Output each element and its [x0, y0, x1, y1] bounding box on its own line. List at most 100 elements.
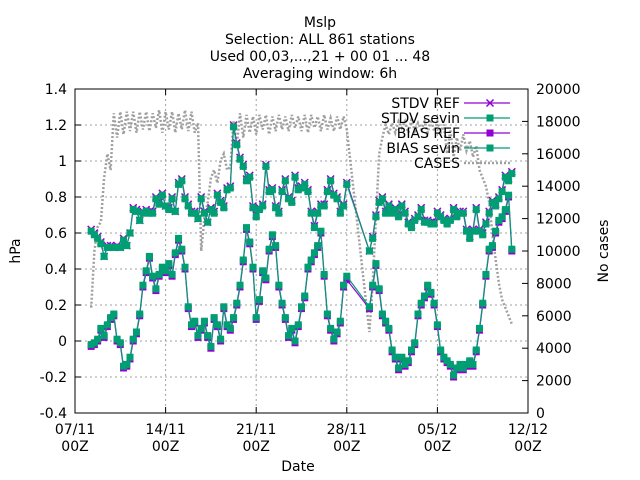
y2-tick-label: 14000 [536, 179, 581, 195]
point-stdv-sevin [171, 207, 179, 215]
point-bias-sevin [382, 317, 390, 325]
point-bias-sevin [113, 335, 121, 343]
point-stdv-sevin [230, 123, 238, 131]
point-stdv-sevin [327, 177, 335, 185]
point-stdv-sevin [275, 209, 283, 217]
point-stdv-sevin [120, 236, 128, 244]
point-bias-sevin [200, 317, 208, 325]
point-stdv-sevin [291, 173, 299, 181]
point-bias-sevin [310, 249, 318, 257]
point-bias-sevin [469, 360, 477, 368]
point-bias-sevin [398, 353, 406, 361]
y2-tick-label: 6000 [536, 309, 572, 325]
point-bias-sevin [323, 310, 331, 318]
point-bias-sevin [149, 272, 157, 280]
point-bias-sevin [281, 314, 289, 322]
point-bias-sevin [246, 238, 254, 246]
point-stdv-sevin [100, 252, 108, 260]
point-stdv-sevin [391, 206, 399, 214]
point-bias-sevin [508, 245, 516, 253]
point-bias-sevin [395, 364, 403, 372]
point-stdv-sevin [453, 213, 461, 221]
point-bias-sevin [378, 310, 386, 318]
point-stdv-sevin [440, 216, 448, 224]
title-line-1: Mslp [304, 15, 336, 31]
point-stdv-sevin [94, 234, 102, 242]
y-tick-label: 1.2 [45, 118, 67, 134]
point-stdv-sevin [466, 234, 474, 242]
point-bias-sevin [90, 339, 98, 347]
point-bias-sevin [259, 267, 267, 275]
point-bias-sevin [446, 360, 454, 368]
point-stdv-sevin [155, 200, 163, 208]
point-bias-sevin [252, 314, 260, 322]
point-bias-sevin [459, 364, 467, 372]
point-bias-sevin [268, 231, 276, 239]
y2-tick-label: 12000 [536, 212, 581, 228]
point-stdv-sevin [220, 204, 228, 212]
point-stdv-sevin [469, 227, 477, 235]
x-tick-label-date: 05/12 [417, 422, 457, 438]
point-stdv-sevin [433, 209, 441, 217]
y2-tick-label: 20000 [536, 82, 581, 98]
point-stdv-sevin [333, 195, 341, 203]
point-stdv-sevin [450, 206, 458, 214]
point-bias-sevin [139, 281, 147, 289]
point-bias-sevin [453, 364, 461, 372]
point-bias-sevin [226, 324, 234, 332]
point-bias-sevin [272, 242, 280, 250]
point-stdv-sevin [165, 206, 173, 214]
point-bias-sevin [343, 272, 351, 280]
title-line-2: Selection: ALL 861 stations [225, 32, 415, 48]
point-bias-sevin [132, 328, 140, 336]
point-stdv-sevin [443, 220, 451, 228]
point-stdv-sevin [236, 155, 244, 163]
point-bias-sevin [155, 270, 163, 278]
point-bias-sevin [505, 191, 513, 199]
y-axis-label: hPa [8, 238, 24, 263]
x-tick-label-time: 00Z [424, 439, 451, 455]
point-bias-sevin [414, 310, 422, 318]
point-stdv-sevin [123, 242, 131, 250]
point-bias-sevin [197, 324, 205, 332]
x-tick-label-time: 00Z [242, 439, 269, 455]
point-stdv-sevin [191, 209, 199, 217]
point-bias-sevin [94, 335, 102, 343]
y2-tick-label: 16000 [536, 147, 581, 163]
point-bias-sevin [217, 335, 225, 343]
point-stdv-sevin [298, 184, 305, 192]
point-bias-sevin [498, 213, 506, 221]
point-stdv-sevin [136, 216, 144, 224]
point-stdv-sevin [369, 234, 377, 242]
point-bias-sevin [142, 267, 150, 275]
x-tick-label-time: 00Z [152, 439, 179, 455]
point-stdv-sevin [116, 243, 124, 251]
point-bias-sevin [223, 321, 231, 329]
point-stdv-sevin [314, 209, 322, 217]
point-stdv-sevin [168, 195, 176, 203]
point-bias-sevin [424, 281, 432, 289]
point-stdv-sevin [340, 202, 348, 210]
x-tick-label-date: 28/11 [327, 422, 367, 438]
point-stdv-sevin [330, 191, 338, 199]
point-bias-sevin [233, 299, 241, 307]
point-bias-sevin [129, 335, 137, 343]
legend-label-bias-ref: BIAS REF [397, 126, 460, 142]
point-stdv-sevin [90, 231, 98, 239]
point-stdv-sevin [485, 209, 493, 217]
point-bias-sevin [401, 360, 409, 368]
point-bias-sevin [472, 346, 480, 354]
point-stdv-sevin [301, 180, 309, 188]
y-tick-label: 0.2 [45, 298, 67, 314]
point-stdv-sevin [488, 198, 496, 206]
point-stdv-sevin [281, 177, 289, 185]
point-stdv-sevin [226, 184, 234, 192]
legend-label-stdv-ref: STDV REF [391, 96, 460, 112]
point-bias-sevin [482, 270, 490, 278]
point-bias-sevin [430, 299, 438, 307]
point-bias-sevin [194, 332, 202, 340]
point-stdv-sevin [404, 220, 412, 228]
y2-tick-label: 8000 [536, 276, 572, 292]
point-bias-sevin [475, 324, 483, 332]
